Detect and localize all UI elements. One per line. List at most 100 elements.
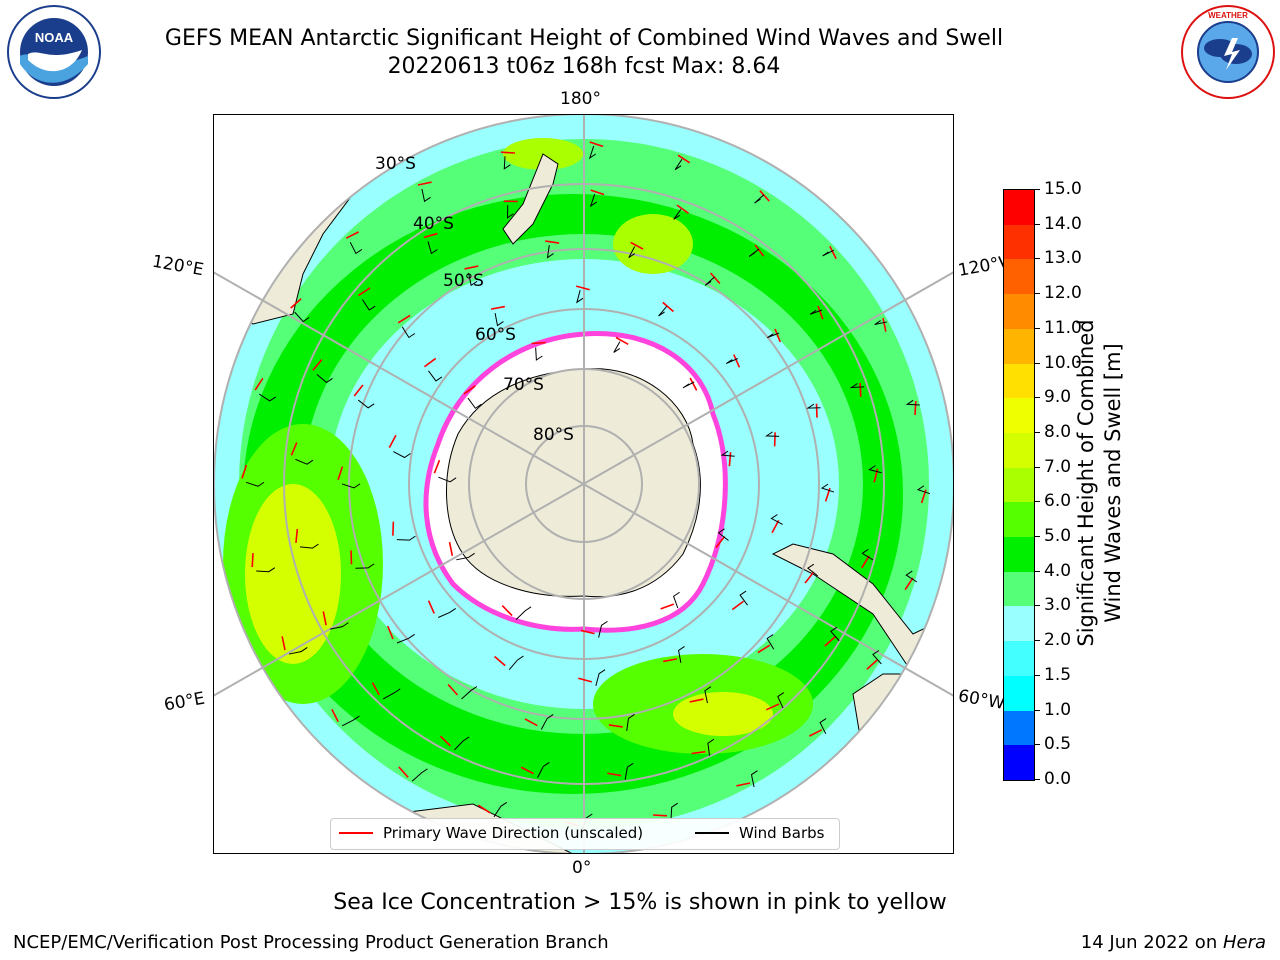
wind-barb xyxy=(672,591,680,609)
wave-arrow xyxy=(689,698,704,703)
wave-arrow xyxy=(331,708,339,723)
wave-arrow xyxy=(423,357,437,368)
wave-arrow xyxy=(691,750,706,755)
footer-date-text: 14 Jun 2022 on xyxy=(1080,932,1223,953)
wave-arrow xyxy=(817,305,824,320)
map-legend: Primary Wave Direction (unscaled) Wind B… xyxy=(330,818,840,850)
colorbar-tick xyxy=(1034,570,1040,572)
nws-logo: WEATHER xyxy=(1180,4,1276,100)
wind-barb-swatch xyxy=(695,832,729,834)
colorbar-segment xyxy=(1004,224,1034,260)
colorbar-tick xyxy=(1034,189,1040,190)
colorbar-segment xyxy=(1004,328,1034,365)
lat-label-30s: 30°S xyxy=(375,154,416,174)
wave-arrow xyxy=(345,231,360,239)
footer-date: 14 Jun 2022 on Hera xyxy=(1081,932,1266,953)
wind-barb xyxy=(670,802,678,820)
wave-arrow xyxy=(371,682,380,696)
colorbar-tick-label: 0.0 xyxy=(1044,769,1072,789)
wave-arrow xyxy=(578,677,593,683)
colorbar-bar xyxy=(1003,189,1035,781)
wave-arrow xyxy=(804,571,815,584)
wave-arrow xyxy=(290,298,302,309)
wave-arrow xyxy=(663,658,678,663)
wind-barb xyxy=(515,606,532,620)
wind-barb xyxy=(595,669,606,686)
wave-arrow xyxy=(709,272,721,284)
colorbar-tick-label: 15.0 xyxy=(1044,179,1082,199)
wind-barb xyxy=(777,692,785,709)
noaa-logo-text: NOAA xyxy=(35,30,74,45)
wave-arrow xyxy=(423,232,438,239)
wave-arrow xyxy=(477,804,491,814)
colorbar-tick xyxy=(1034,327,1040,329)
wave-arrow xyxy=(715,536,726,549)
wind-barb xyxy=(626,714,635,732)
colorbar-tick xyxy=(1034,605,1040,607)
wave-arrow xyxy=(771,520,780,534)
wind-barb xyxy=(589,193,597,208)
wind-barb xyxy=(754,194,765,204)
lat-label-60s: 60°S xyxy=(475,325,516,345)
wave-arrow xyxy=(427,600,435,614)
wave-arrow xyxy=(736,782,751,787)
wind-barb xyxy=(613,341,621,353)
colorbar-segment xyxy=(1004,641,1034,677)
colorbar-segment xyxy=(1004,745,1034,781)
wind-barb xyxy=(540,713,554,730)
wind-barb xyxy=(467,397,482,409)
wave-arrow xyxy=(589,141,604,148)
wave-arrow xyxy=(757,644,771,654)
colorbar-segment xyxy=(1004,467,1034,503)
colorbar-segment xyxy=(1004,294,1034,330)
colorbar-segment xyxy=(1004,398,1034,434)
wind-barb xyxy=(382,688,401,700)
wind-barb xyxy=(288,647,308,655)
wave-arrow xyxy=(861,555,870,569)
wind-barb xyxy=(905,570,918,583)
wave-arrow xyxy=(824,636,836,647)
colorbar-tick-label: 2.0 xyxy=(1044,630,1072,651)
wave-arrow xyxy=(615,336,629,346)
antarctica-landmass xyxy=(446,368,701,598)
wave-arrow xyxy=(759,190,770,202)
wave-arrow xyxy=(464,265,479,270)
lat-label-40s: 40°S xyxy=(413,214,454,234)
wave-arrow xyxy=(773,432,776,447)
wind-barb xyxy=(830,626,840,642)
colorbar-tick-label: 3.0 xyxy=(1044,595,1072,616)
lon-label-60w: 60°W xyxy=(956,686,1007,714)
wind-barb xyxy=(766,634,775,650)
wind-barb xyxy=(361,299,376,311)
sea-ice-caption: Sea Ice Concentration > 15% is shown in … xyxy=(333,890,947,915)
wave-arrow xyxy=(251,552,254,568)
wind-barb xyxy=(546,244,554,259)
colorbar-tick-label: 4.0 xyxy=(1044,560,1072,581)
colorbar-tick-label: 1.0 xyxy=(1044,699,1072,720)
colorbar-tick-label: 1.5 xyxy=(1044,664,1072,685)
colorbar-segment xyxy=(1004,675,1034,712)
wind-barb xyxy=(258,393,276,402)
wind-barb xyxy=(677,646,685,663)
wave-arrow xyxy=(397,314,411,324)
colorbar-tick xyxy=(1034,501,1040,503)
colorbar-tick xyxy=(1034,674,1040,676)
chart-title: GEFS MEAN Antarctic Significant Height o… xyxy=(164,26,1004,51)
wave-arrow xyxy=(689,377,698,391)
wind-barb xyxy=(767,332,780,339)
wave-arrow xyxy=(914,400,917,416)
colorbar-tick xyxy=(1034,362,1040,364)
colorbar-label: Significant Height of Combined Wind Wave… xyxy=(1073,203,1127,763)
colorbar-segment xyxy=(1004,502,1034,538)
wave-arrow xyxy=(608,724,623,728)
wind-barb xyxy=(256,567,276,573)
wind-barb xyxy=(809,309,823,315)
wind-barb xyxy=(421,188,431,203)
wave-arrow xyxy=(494,655,506,667)
colorbar-tick-label: 9.0 xyxy=(1044,387,1072,408)
wave-arrow xyxy=(733,354,741,368)
wave-arrow xyxy=(417,181,432,186)
wave-direction-arrows xyxy=(241,141,931,831)
colorbar-tick xyxy=(1034,431,1040,433)
wind-barb xyxy=(750,770,758,788)
